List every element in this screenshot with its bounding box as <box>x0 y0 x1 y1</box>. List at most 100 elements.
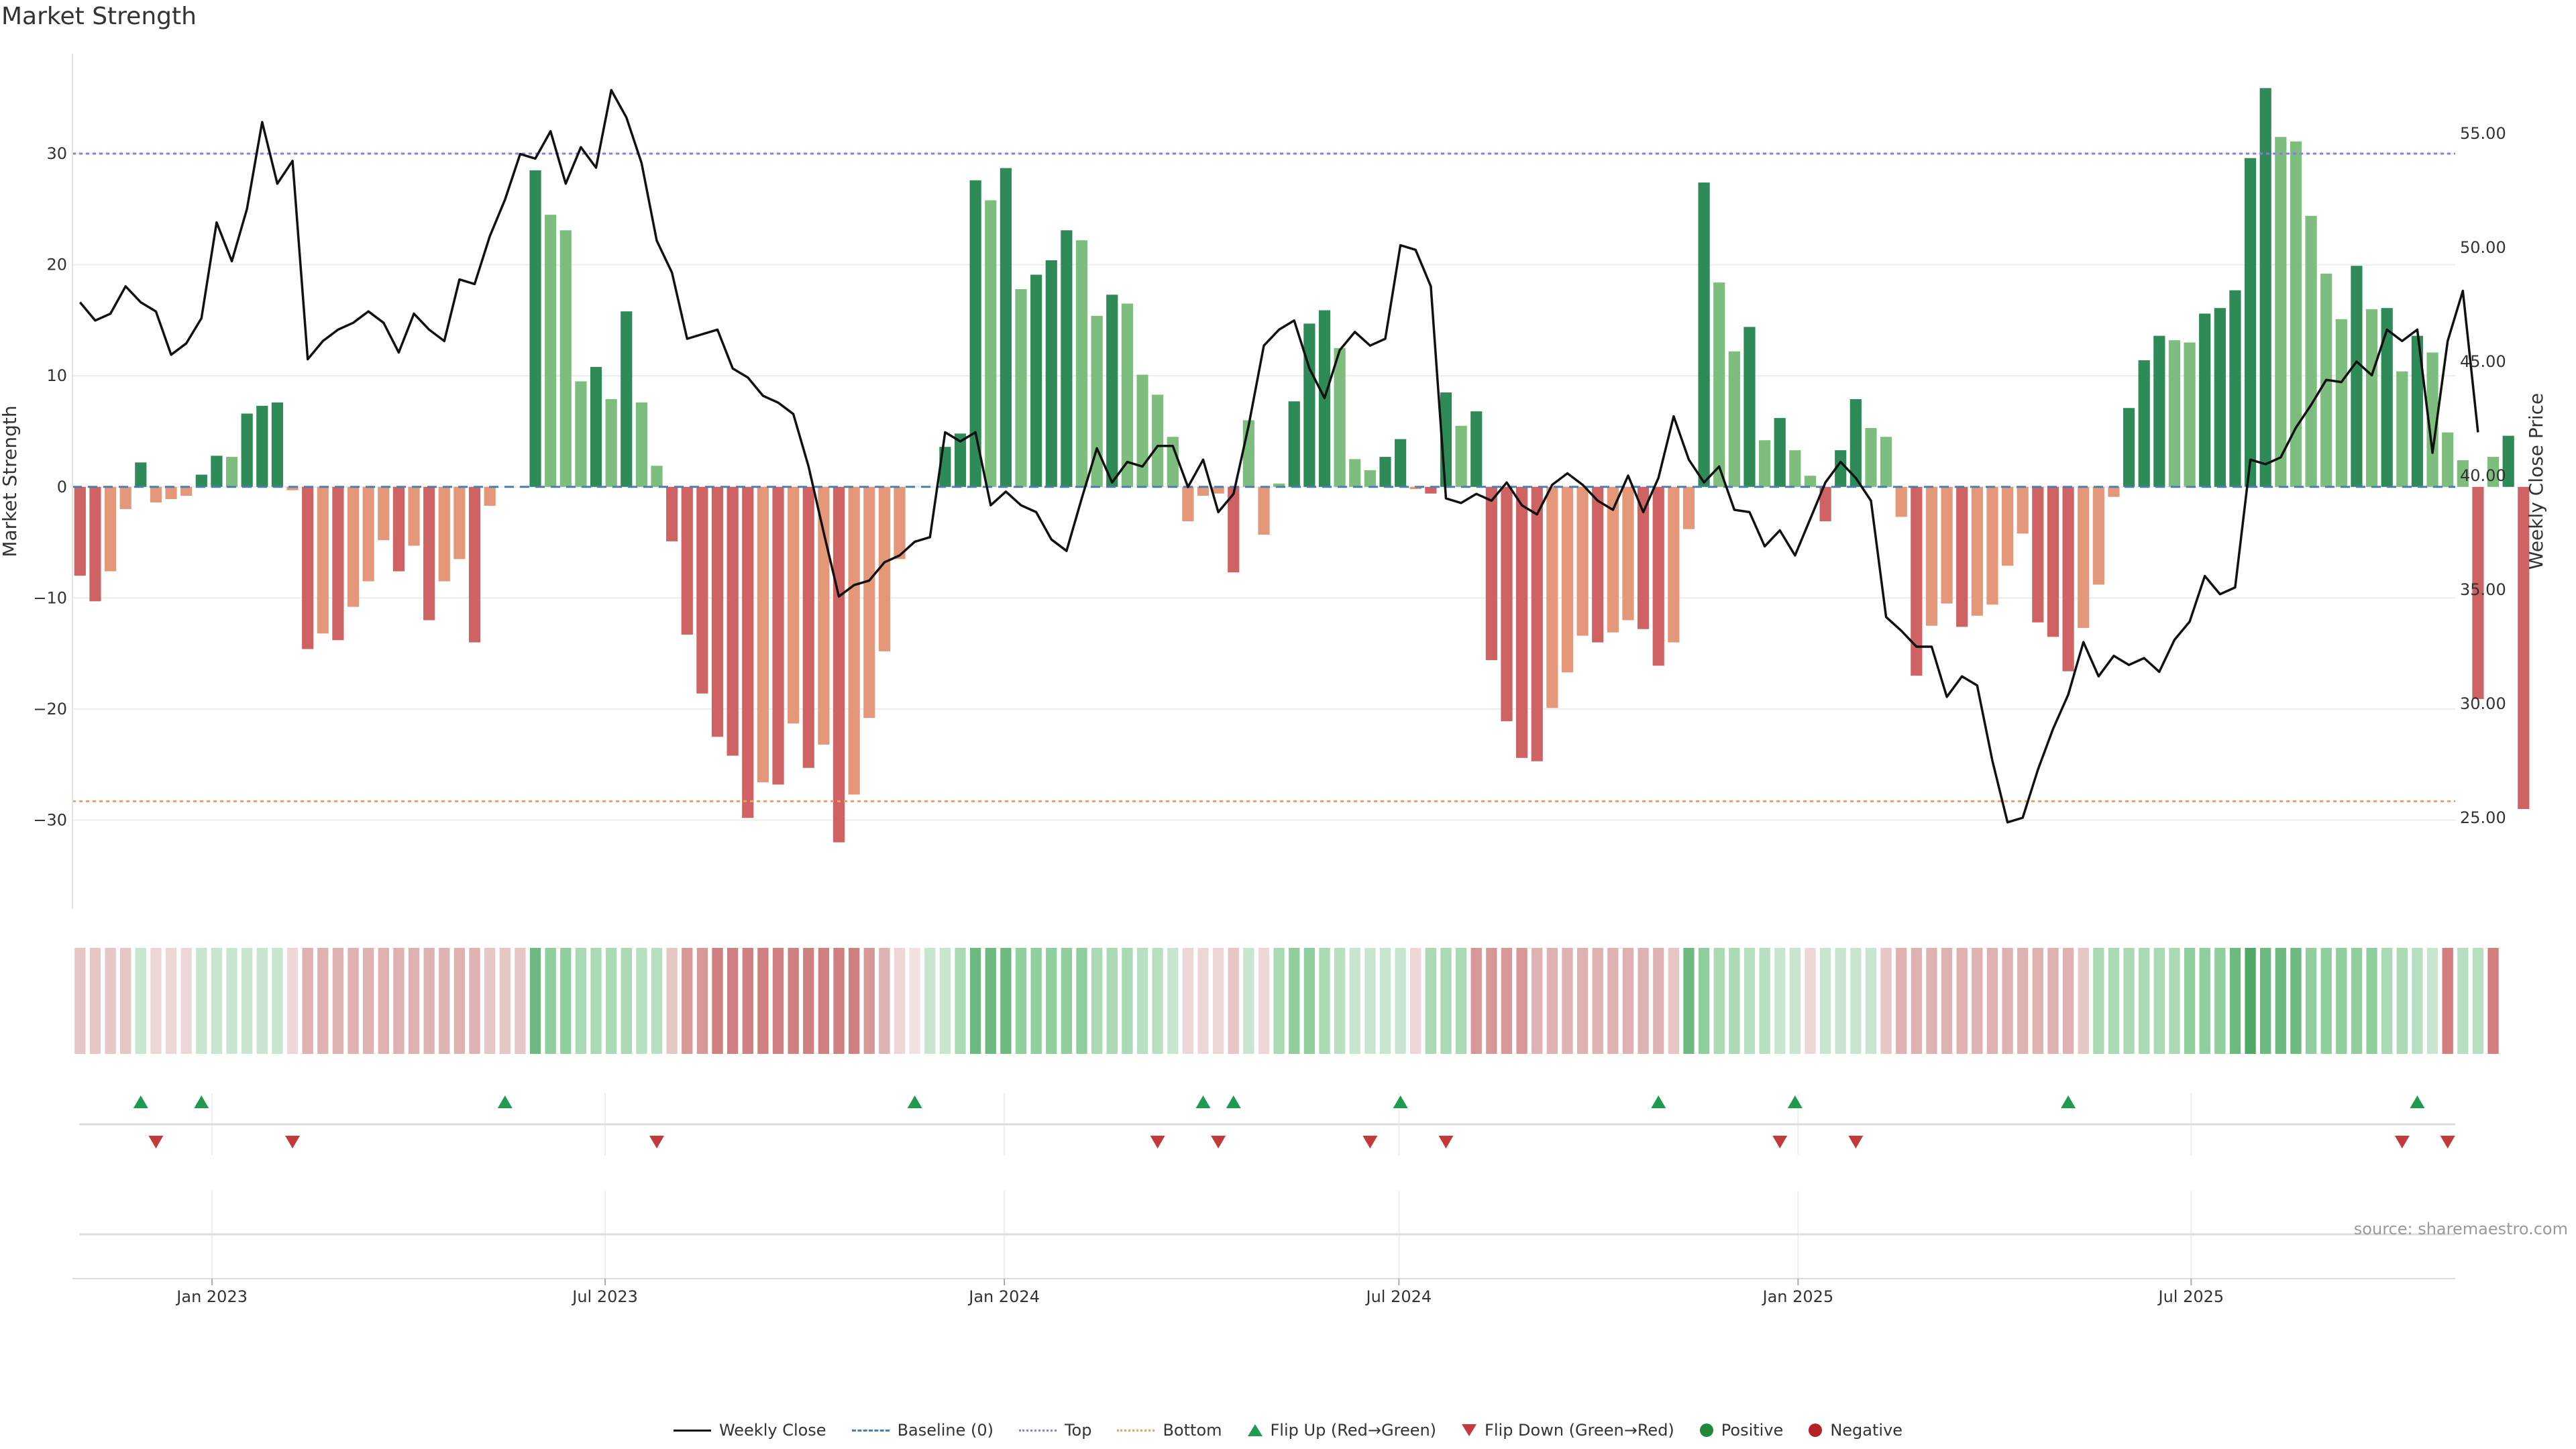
positive-bar <box>2335 319 2347 487</box>
negative-bar <box>863 486 875 718</box>
negative-bar <box>1561 486 1574 673</box>
positive-bar <box>575 381 587 487</box>
heat-cell <box>621 948 632 1054</box>
positive-bar <box>2123 408 2135 487</box>
positive-bar <box>1000 168 1012 487</box>
negative-bar <box>711 486 724 737</box>
heat-cell <box>2002 948 2013 1054</box>
positive-bar <box>1470 411 1483 487</box>
heat-cell <box>317 948 329 1054</box>
heat-cell <box>1091 948 1103 1054</box>
positive-bar <box>1091 315 1103 487</box>
heat-cell <box>2153 948 2165 1054</box>
heat-cell <box>1941 948 1953 1054</box>
negative-bar <box>347 486 360 607</box>
negative-bar <box>1485 486 1497 661</box>
heat-cell <box>742 948 753 1054</box>
negative-bar <box>1197 486 1210 496</box>
negative-bar <box>1819 486 1831 522</box>
negative-bar <box>1501 486 1513 722</box>
negative-bar <box>2092 486 2104 585</box>
negative-bar <box>286 486 299 490</box>
negative-bar <box>818 486 830 745</box>
negative-bar <box>848 486 860 795</box>
heat-cell <box>1289 948 1300 1054</box>
heat-cell <box>788 948 799 1054</box>
positive-bar <box>545 215 557 487</box>
heat-cell <box>1425 948 1437 1054</box>
heat-cell <box>833 948 845 1054</box>
heat-cell <box>894 948 906 1054</box>
negative-bar <box>1682 486 1695 529</box>
negative-bar <box>2017 486 2029 534</box>
legend-swatch-icon <box>1117 1429 1155 1432</box>
positive-bar <box>2138 360 2150 487</box>
heat-cell <box>1000 948 1012 1054</box>
negative-bar <box>878 486 890 651</box>
negative-bar <box>1607 486 1619 633</box>
positive-bar <box>2396 371 2408 487</box>
flip-down-marker <box>1848 1136 1864 1148</box>
heat-cell <box>1349 948 1360 1054</box>
x-tick-label: Jan 2025 <box>1762 1287 1834 1306</box>
positive-bar <box>1152 394 1164 487</box>
negative-bar <box>1925 486 1938 626</box>
negative-bar <box>802 486 814 768</box>
legend-label: Negative <box>1830 1421 1903 1440</box>
positive-bar <box>2275 137 2287 487</box>
heat-cell <box>2305 948 2317 1054</box>
weekly-close-line-path <box>78 89 2479 824</box>
flip-down-marker <box>148 1136 164 1148</box>
y-left-tick-label: −30 <box>33 811 67 830</box>
heat-cell <box>1136 948 1148 1054</box>
y-right-tick-label: 25.00 <box>2460 808 2506 827</box>
negative-bar <box>150 486 162 502</box>
heat-cell <box>666 948 678 1054</box>
negative-bar <box>165 486 177 499</box>
positive-bar <box>1045 260 1057 487</box>
positive-bar <box>2457 460 2469 487</box>
heat-cell <box>1516 948 1527 1054</box>
negative-bar <box>1182 486 1194 522</box>
heat-cell <box>1486 948 1497 1054</box>
negative-bar <box>1668 486 1680 643</box>
positive-bar <box>1728 351 1740 487</box>
negative-bar <box>1971 486 1983 616</box>
heat-cell <box>1865 948 1877 1054</box>
positive-bar <box>1167 437 1179 487</box>
positive-bar <box>2214 308 2226 487</box>
negative-bar <box>2001 486 2014 566</box>
positive-bar <box>225 457 238 487</box>
heat-cell <box>272 948 283 1054</box>
legend-swatch-icon <box>851 1429 890 1432</box>
positive-bar <box>2365 309 2378 487</box>
heat-cell <box>453 948 466 1054</box>
negative-bar <box>453 486 466 559</box>
negative-bar <box>1425 486 1437 494</box>
negative-bar <box>332 486 344 641</box>
negative-bar <box>1638 486 1650 629</box>
legend-item: Top <box>1018 1421 1091 1440</box>
flip-up-marker <box>2061 1095 2076 1108</box>
heat-cell <box>909 948 920 1054</box>
positive-bar <box>2244 158 2257 487</box>
negative-bar <box>119 486 131 509</box>
heat-cell <box>2320 948 2332 1054</box>
legend-swatch-icon <box>1809 1424 1823 1437</box>
flip-up-marker <box>907 1095 922 1108</box>
negative-bar <box>2108 486 2120 497</box>
y-left-axis-title: Market Strength <box>0 405 21 557</box>
positive-bar <box>2259 88 2271 487</box>
heat-cell <box>2229 948 2241 1054</box>
negative-bar <box>74 486 86 576</box>
positive-bar <box>241 413 253 487</box>
heat-cell <box>423 948 435 1054</box>
negative-bar <box>666 486 678 541</box>
legend-swatch-icon <box>1699 1424 1713 1437</box>
x-tick-label: Jan 2023 <box>175 1287 248 1306</box>
heat-cell <box>393 948 405 1054</box>
heat-cell <box>1440 948 1452 1054</box>
heat-cell <box>499 948 511 1054</box>
heat-cell <box>2351 948 2363 1054</box>
heat-cell <box>2336 948 2347 1054</box>
